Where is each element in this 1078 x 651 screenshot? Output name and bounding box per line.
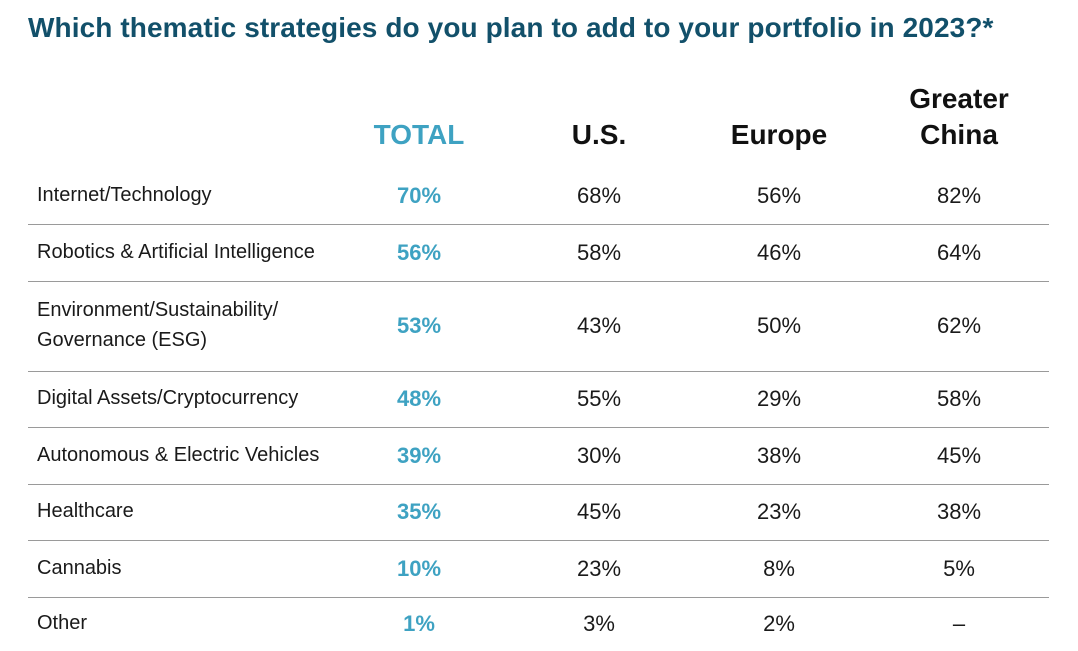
cell-europe: 29% <box>756 386 802 411</box>
cell-us: 3% <box>583 611 615 636</box>
cell-greater-china: 38% <box>936 499 982 524</box>
cell-us: 55% <box>576 386 622 411</box>
cell-total: 1% <box>403 611 435 636</box>
cell-us: 43% <box>576 313 622 338</box>
cell-greater-china: 58% <box>936 386 982 411</box>
table-row: Other 1% 3% 2% – <box>28 597 1049 651</box>
row-label: Environment/Sustainability/ Governance (… <box>37 299 279 351</box>
cell-greater-china: 45% <box>936 442 982 468</box>
cell-europe: 23% <box>756 499 802 524</box>
cell-us: 68% <box>576 183 622 208</box>
row-label: Robotics & Artificial Intelligence <box>37 241 315 263</box>
table-row: Environment/Sustainability/ Governance (… <box>28 281 1049 372</box>
col-header-europe: Europe <box>730 119 828 150</box>
table-row: Robotics & Artificial Intelligence 56% 58%… <box>28 225 1049 282</box>
row-label: Digital Assets/Cryptocurrency <box>37 387 299 409</box>
cell-greater-china: 62% <box>936 313 982 338</box>
cell-total: 56% <box>396 240 442 265</box>
cell-us: 30% <box>576 442 622 468</box>
cell-europe: 56% <box>756 183 802 208</box>
cell-greater-china: 5% <box>943 555 975 581</box>
cell-europe: 2% <box>763 611 795 636</box>
cell-us: 23% <box>576 555 622 581</box>
cell-europe: 50% <box>756 313 802 338</box>
cell-greater-china: 64% <box>936 240 982 265</box>
table-row: Autonomous & Electric Vehicles 39% 30% 38% 4… <box>28 427 1049 485</box>
cell-us: 45% <box>576 499 622 524</box>
row-label: Healthcare <box>37 500 134 522</box>
cell-total: 39% <box>396 442 442 468</box>
chart-title: Which thematic strategies do you plan to… <box>28 12 994 43</box>
cell-greater-china: – <box>952 611 966 636</box>
cell-europe: 46% <box>756 240 802 265</box>
cell-greater-china: 82% <box>936 183 982 208</box>
table-row: Digital Assets/Cryptocurrency 48% 55% 29% 58… <box>28 371 1049 428</box>
col-header-greater-china: Greater China <box>909 83 1009 150</box>
cell-europe: 38% <box>756 442 802 468</box>
row-label: Other <box>37 612 88 634</box>
cell-us: 58% <box>576 240 622 265</box>
row-label: Internet/Technology <box>37 184 212 206</box>
col-header-us: U.S. <box>571 119 627 150</box>
cell-total: 70% <box>396 183 442 208</box>
cell-europe: 8% <box>763 555 795 581</box>
row-label: Cannabis <box>37 556 122 579</box>
cell-total: 53% <box>396 313 442 338</box>
col-header-total: TOTAL <box>373 119 465 150</box>
table-row: Internet/Technology 70% 68% 56% 82% <box>28 168 1049 225</box>
cell-total: 48% <box>396 386 442 411</box>
table-row: Cannabis 10% 23% 8% 5% <box>28 540 1049 598</box>
cell-total: 10% <box>396 555 442 581</box>
row-label: Autonomous & Electric Vehicles <box>37 443 320 466</box>
table-row: Healthcare 35% 45% 23% 38% <box>28 484 1049 541</box>
cell-total: 35% <box>396 499 442 524</box>
